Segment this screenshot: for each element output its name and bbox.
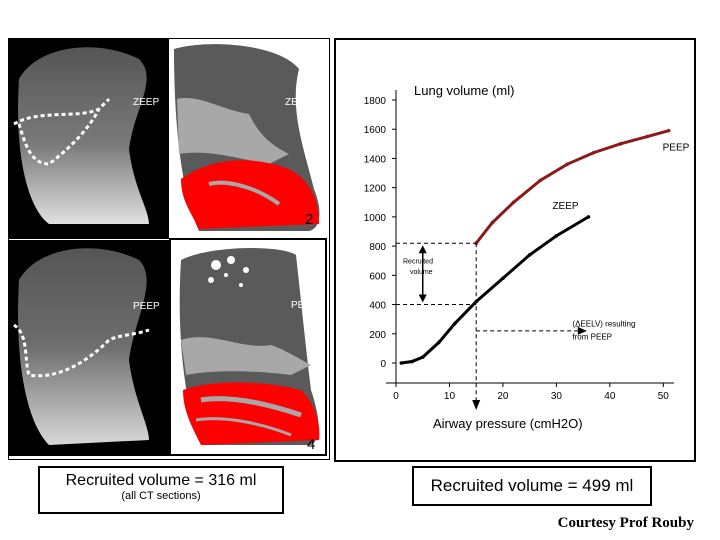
- recruited-label-line1: Recruited: [403, 259, 433, 266]
- left-caption-line2: (all CT sections): [121, 490, 201, 502]
- series-peep-point-4: [565, 162, 569, 167]
- y-tick-label-9: 1800: [364, 96, 387, 107]
- series-peep-point-8: [666, 128, 671, 133]
- eelv-label-line1: (ΔEELV) resulting: [572, 319, 635, 328]
- y-tick-label-4: 800: [369, 242, 386, 253]
- pressure-volume-chart-frame: 0 200 400 600 800 1000 1200 1400 1600 1800 0 10 20 30…: [334, 38, 696, 462]
- recruited-arrowhead-up: [418, 245, 427, 254]
- series-peep-point-5: [592, 150, 596, 155]
- x-tick-label-1: 10: [444, 391, 456, 402]
- series-zeep-point-9: [586, 215, 591, 219]
- ct-panel-4: PEEP 4: [169, 238, 327, 456]
- series-peep-point-7: [645, 134, 650, 139]
- series-zeep-point-2: [420, 355, 425, 359]
- series-zeep-point-7: [527, 253, 532, 257]
- y-tick-label-3: 600: [369, 271, 386, 282]
- y-tick-label-8: 1600: [364, 125, 387, 136]
- ct-mode-label-4: PEEP: [291, 300, 318, 311]
- series-peep-point-1: [490, 220, 495, 225]
- ct-map-2: [174, 44, 320, 232]
- ct-panel-3: PEEP 3: [9, 240, 169, 456]
- right-caption: Recruited volume = 499 ml: [430, 476, 634, 495]
- y-tick-label-5: 1000: [364, 213, 387, 224]
- ct-image-1: [13, 47, 149, 224]
- series-zeep-point-3: [436, 340, 441, 345]
- x-tick-label-2: 20: [497, 391, 509, 402]
- ct-number-2: 2: [305, 211, 314, 228]
- series-zeep-point-4: [453, 321, 457, 326]
- chart-title: Lung volume (ml): [414, 83, 514, 98]
- pressure-arrowhead: [472, 400, 481, 410]
- recruited-arrowhead-down: [418, 294, 427, 303]
- pressure-volume-chart: 0 200 400 600 800 1000 1200 1400 1600 1800 0 10 20 30…: [364, 83, 690, 431]
- series-label-peep: PEEP: [663, 143, 690, 154]
- series-peep-point-3: [538, 178, 543, 183]
- ct-number-3: 3: [153, 434, 162, 451]
- x-tick-label-5: 50: [658, 391, 670, 402]
- ct-panel-2: ZEEP 2: [169, 39, 327, 239]
- series-zeep-point-1: [410, 359, 414, 364]
- ct-map-4: [179, 248, 320, 445]
- series-peep-point-6: [618, 142, 623, 146]
- ct-number-1: 1: [153, 217, 162, 234]
- ct-panel-1: ZEEP 1: [9, 39, 169, 239]
- ct-mode-label-3: PEEP: [133, 301, 160, 312]
- right-caption-box: Recruited volume = 499 ml: [412, 466, 652, 506]
- left-caption-box: Recruited volume = 316 ml (all CT sectio…: [38, 466, 284, 514]
- y-tick-label-0: 0: [380, 359, 386, 370]
- eelv-arrowhead: [577, 326, 587, 335]
- series-zeep-point-8: [554, 234, 559, 238]
- x-tick-label-3: 30: [551, 391, 563, 402]
- y-tick-label-2: 400: [369, 301, 386, 312]
- series-peep-point-2: [511, 200, 516, 205]
- credit-text: Courtesy Prof Rouby: [557, 515, 694, 531]
- y-tick-label-6: 1200: [364, 184, 387, 195]
- series-zeep-point-0: [399, 361, 404, 365]
- series-label-zeep: ZEEP: [552, 201, 578, 212]
- x-tick-label-0: 0: [393, 391, 399, 402]
- x-tick-label-4: 40: [604, 391, 616, 402]
- ct-mode-label-2: ZEEP: [285, 97, 312, 108]
- series-zeep-line: [401, 215, 590, 365]
- ct-number-4: 4: [307, 436, 316, 453]
- x-axis-label: Airway pressure (cmH2O): [433, 416, 583, 431]
- y-tick-label-1: 200: [369, 330, 386, 341]
- left-caption-line1: Recruited volume = 316 ml: [65, 472, 257, 489]
- recruited-label-line2: volume: [410, 269, 433, 276]
- ct-image-3: [13, 248, 150, 445]
- y-tick-label-7: 1400: [364, 154, 387, 165]
- ct-mode-label-1: ZEEP: [133, 97, 160, 108]
- eelv-label-line2: from PEEP: [572, 333, 612, 342]
- series-zeep-point-6: [501, 276, 505, 281]
